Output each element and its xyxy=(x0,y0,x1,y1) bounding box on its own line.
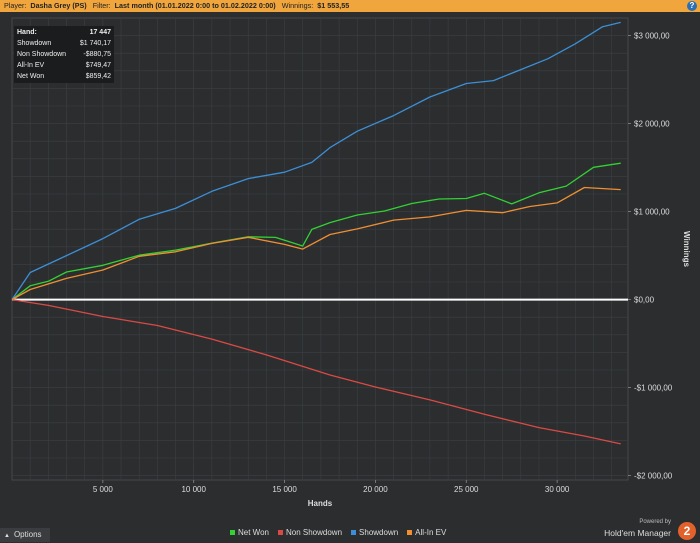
hm2-logo-icon: 2 xyxy=(678,522,696,540)
legend-label: Showdown xyxy=(359,528,399,537)
stats-panel: Hand: 17 447 Showdown $1 740,17 Non Show… xyxy=(14,26,114,83)
series-line-net-won xyxy=(11,162,621,301)
brand-name: Hold'em Manager xyxy=(604,528,671,538)
filter-value[interactable]: Last month (01.01.2022 0:00 to 01.02.202… xyxy=(114,1,276,10)
legend-item-net-won[interactable]: Net Won xyxy=(230,528,269,537)
player-label: Player: xyxy=(4,1,27,10)
legend-item-showdown[interactable]: Showdown xyxy=(351,528,398,537)
x-axis-label: Hands xyxy=(308,499,333,508)
y-tick-label: $1 000,00 xyxy=(634,208,670,217)
stats-label: Hand: xyxy=(17,29,37,36)
x-tick-label: 25 000 xyxy=(454,485,479,494)
legend-swatch xyxy=(277,530,283,535)
filter-label: Filter: xyxy=(92,1,111,10)
y-axis-ticks: $3 000,00 $2 000,00 $1 000,00 $0,00 -$1 000,… xyxy=(628,32,673,481)
legend-item-non-showdown[interactable]: Non Showdown xyxy=(277,528,343,537)
grid-lines xyxy=(12,18,628,480)
series-lines xyxy=(11,21,621,445)
stats-label: All-In EV xyxy=(17,62,45,69)
powered-by-text: Powered by xyxy=(639,519,671,525)
x-tick-label: 30 000 xyxy=(545,485,570,494)
y-tick-label: $0,00 xyxy=(634,296,655,305)
triangle-up-icon: ▲ xyxy=(4,533,10,539)
plot-area xyxy=(11,17,629,481)
help-icon[interactable]: ? xyxy=(687,1,697,11)
stats-label: Net Won xyxy=(17,73,45,80)
legend-label: Non Showdown xyxy=(285,528,343,537)
legend-item-all-in-ev[interactable]: All-In EV xyxy=(407,528,446,537)
x-axis-ticks: 5 000 10 000 15 000 20 000 25 000 30 000 xyxy=(93,480,570,494)
x-tick-label: 10 000 xyxy=(181,485,206,494)
stats-value: $859,42 xyxy=(85,73,111,80)
winnings-value: $1 553,55 xyxy=(317,1,350,10)
y-axis-label: Winnings xyxy=(682,231,691,267)
y-tick-label: -$1 000,00 xyxy=(634,384,673,393)
options-button[interactable]: ▲ Options xyxy=(0,528,50,542)
y-tick-label: $3 000,00 xyxy=(634,32,670,41)
y-tick-label: -$2 000,00 xyxy=(634,472,673,481)
chart-legend: Net Won Non Showdown Showdown All-In EV xyxy=(230,528,446,537)
legend-label: All-In EV xyxy=(415,528,447,537)
stats-value: 17 447 xyxy=(89,29,111,36)
x-tick-label: 20 000 xyxy=(363,485,388,494)
player-value[interactable]: Dasha Grey (PS) xyxy=(30,1,87,10)
stats-value: -$880,75 xyxy=(83,51,111,58)
stats-row-non-showdown: Non Showdown -$880,75 xyxy=(14,49,114,60)
stats-label: Showdown xyxy=(17,40,52,47)
legend-swatch xyxy=(351,530,357,535)
stats-row-all-in-ev: All-In EV $749,47 xyxy=(14,60,114,71)
winnings-label: Winnings: xyxy=(281,1,314,10)
series-line-showdown xyxy=(11,21,621,300)
stats-value: $749,47 xyxy=(85,62,111,69)
legend-swatch xyxy=(230,530,235,535)
stats-row-showdown: Showdown $1 740,17 xyxy=(14,38,114,49)
legend-label: Net Won xyxy=(238,528,269,537)
x-tick-label: 15 000 xyxy=(272,485,297,494)
series-line-all-in-ev xyxy=(11,186,621,301)
x-tick-label: 5 000 xyxy=(93,485,114,494)
stats-label: Non Showdown xyxy=(17,51,67,58)
options-label: Options xyxy=(13,530,42,539)
filter-bar: Player: Dasha Grey (PS) Filter: Last mon… xyxy=(0,0,700,12)
series-line-non-showdown xyxy=(11,298,621,445)
stats-row-hand: Hand: 17 447 xyxy=(14,27,114,38)
y-tick-label: $2 000,00 xyxy=(634,120,670,129)
stats-value: $1 740,17 xyxy=(79,40,111,47)
stats-row-net-won: Net Won $859,42 xyxy=(14,71,114,82)
legend-swatch xyxy=(407,530,413,535)
